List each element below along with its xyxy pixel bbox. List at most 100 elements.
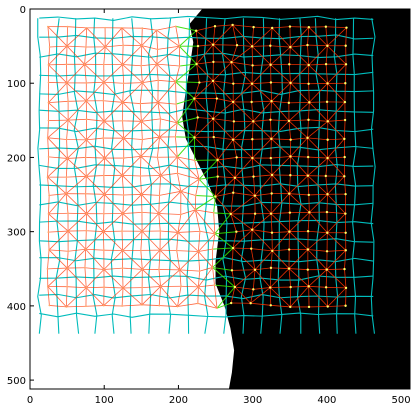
- mesh-edge: [289, 26, 309, 28]
- mesh-edge: [327, 45, 347, 65]
- mesh-point: [211, 266, 214, 269]
- mesh-edge: [288, 101, 310, 104]
- mesh-point: [269, 118, 272, 122]
- mesh-edge: [307, 249, 328, 252]
- mesh-edge: [67, 213, 87, 232]
- mesh-edge: [198, 233, 216, 252]
- mesh-edge: [84, 64, 105, 83]
- mesh-edge: [156, 63, 176, 83]
- interface-edge: [178, 45, 197, 65]
- mesh-edge: [160, 118, 178, 124]
- mesh-edge: [47, 26, 51, 48]
- interface-edge: [213, 212, 231, 215]
- mesh-point: [179, 213, 182, 216]
- mesh-edge: [216, 98, 234, 103]
- mesh-point: [159, 249, 161, 252]
- mesh-edge: [175, 65, 180, 82]
- mesh-edge: [289, 286, 310, 308]
- mesh-edge: [122, 250, 143, 270]
- mesh-point: [325, 210, 329, 214]
- mesh-edge: [288, 119, 309, 122]
- mesh-edge: [67, 157, 86, 159]
- mesh-edge: [254, 193, 272, 197]
- mesh-edge: [85, 287, 105, 306]
- mesh-point: [85, 46, 87, 48]
- mesh-edge: [103, 120, 124, 139]
- mesh-edge: [123, 137, 142, 157]
- mesh-edge: [232, 229, 253, 249]
- mesh-edge: [158, 195, 160, 214]
- mesh-point: [65, 176, 68, 178]
- mesh-edge: [66, 251, 69, 269]
- mesh-edge: [85, 27, 88, 48]
- mesh-point: [307, 118, 310, 122]
- mesh-edge: [254, 267, 272, 271]
- mesh-edge: [212, 118, 215, 138]
- mesh-point: [307, 193, 310, 197]
- mesh-edge: [254, 174, 273, 196]
- mesh-edge: [123, 137, 143, 140]
- mesh-edge: [196, 25, 216, 32]
- mesh-edge: [104, 194, 124, 214]
- mesh-edge: [195, 30, 199, 47]
- interface-edge: [214, 231, 237, 235]
- cell-boundary-v: [240, 18, 247, 334]
- mesh-point: [155, 63, 158, 66]
- mesh-edge: [251, 101, 254, 122]
- mesh-edge: [307, 269, 310, 287]
- mesh-point: [85, 286, 88, 289]
- mesh-edge: [196, 44, 214, 65]
- mesh-point: [122, 137, 125, 140]
- mesh-point: [67, 119, 70, 122]
- mesh-edge: [68, 118, 87, 121]
- mesh-edge: [271, 231, 290, 234]
- mesh-edge: [104, 193, 124, 196]
- mesh-edge: [196, 63, 200, 83]
- mesh-edge: [142, 27, 157, 31]
- mesh-point: [232, 191, 235, 194]
- mesh-edge: [158, 213, 161, 232]
- mesh-edge: [234, 286, 254, 290]
- mesh-point: [233, 285, 237, 289]
- mesh-edge: [67, 286, 87, 289]
- mesh-point: [84, 192, 87, 195]
- mesh-edge: [159, 305, 178, 307]
- mesh-edge: [140, 102, 158, 104]
- mesh-point: [231, 23, 234, 27]
- mesh-edge: [66, 45, 85, 65]
- mesh-edge: [232, 101, 235, 122]
- mesh-point: [65, 63, 68, 66]
- cell-boundary-v: [370, 18, 376, 334]
- mesh-edge: [141, 286, 161, 306]
- mesh-edge: [199, 267, 213, 272]
- y-tick-label: 500: [7, 376, 26, 387]
- mesh-point: [178, 269, 181, 271]
- mesh-edge: [67, 26, 87, 29]
- mesh-point: [66, 267, 69, 269]
- mesh-edge: [197, 44, 214, 47]
- mesh-edge: [141, 121, 160, 138]
- mesh-point: [252, 175, 255, 178]
- mesh-edge: [231, 45, 238, 63]
- mesh-edge: [102, 121, 105, 139]
- mesh-edge: [47, 267, 68, 287]
- mesh-point: [141, 138, 144, 141]
- mesh-point: [324, 174, 327, 178]
- mesh-point: [48, 46, 51, 48]
- interface-edges: [175, 25, 237, 309]
- mesh-edge: [270, 250, 273, 268]
- mesh-point: [198, 270, 201, 273]
- mesh-edge: [142, 286, 161, 289]
- mesh-edge: [252, 229, 273, 234]
- mesh-edge: [85, 269, 105, 289]
- mesh-edge: [156, 29, 180, 47]
- mesh-edge: [236, 157, 253, 159]
- mesh-point: [197, 250, 200, 253]
- mesh-edge: [231, 61, 253, 66]
- mesh-edge: [326, 101, 329, 122]
- mesh-edge: [290, 137, 308, 157]
- mesh-edge: [103, 250, 123, 270]
- mesh-point: [85, 27, 88, 29]
- mesh-edge: [122, 194, 142, 214]
- mesh-edge: [270, 82, 272, 102]
